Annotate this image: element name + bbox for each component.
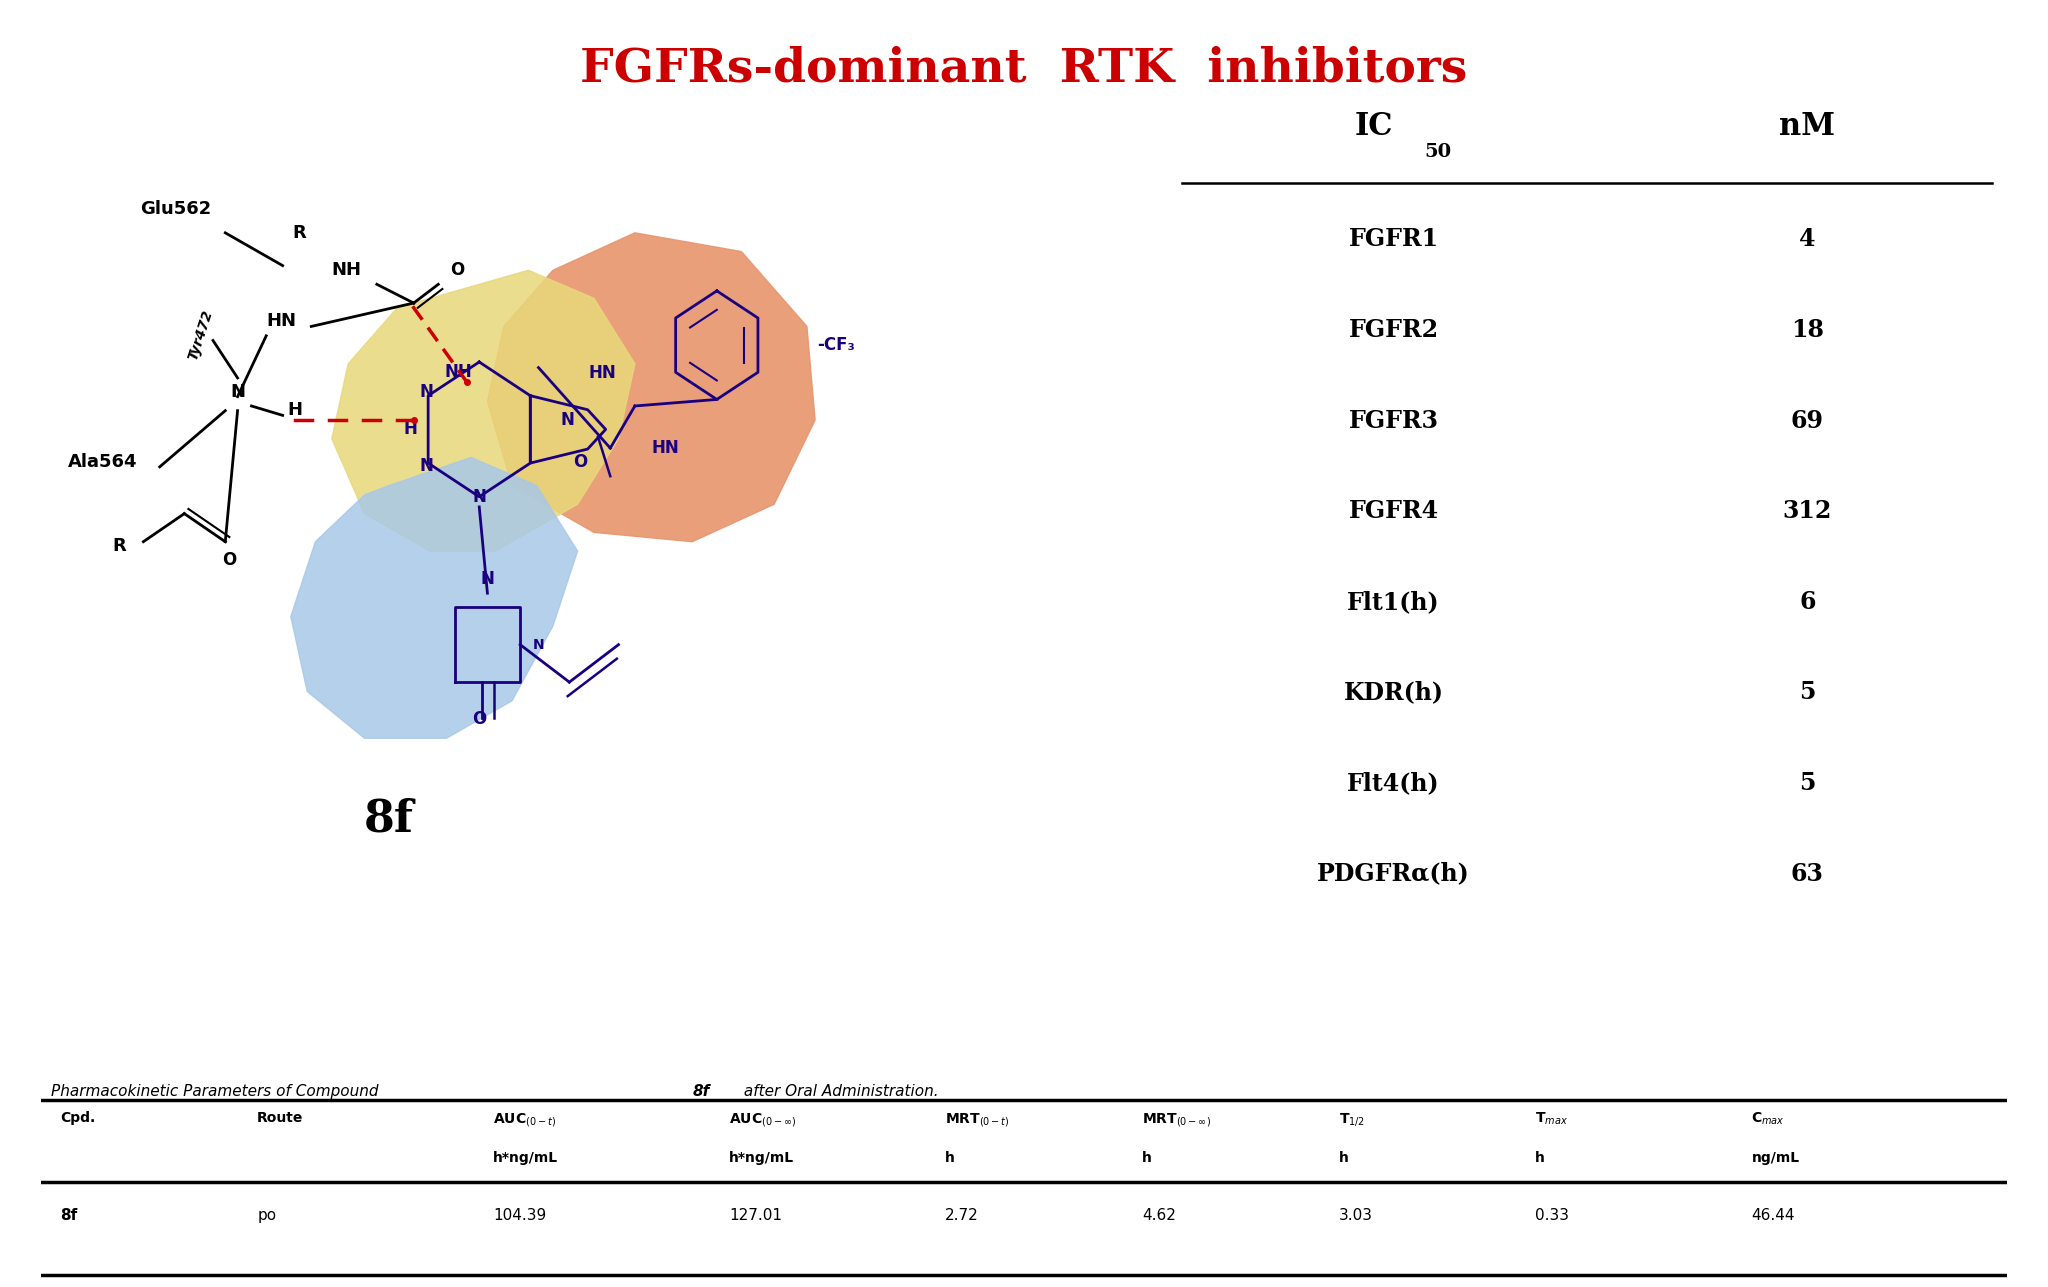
Text: N: N (561, 411, 575, 429)
Text: 6: 6 (1798, 589, 1817, 614)
Text: h: h (1536, 1151, 1544, 1165)
Text: FGFRs-dominant  RTK  inhibitors: FGFRs-dominant RTK inhibitors (580, 45, 1468, 91)
Text: after Oral Administration.: after Oral Administration. (739, 1084, 938, 1099)
Polygon shape (332, 270, 635, 551)
Text: ng/mL: ng/mL (1751, 1151, 1800, 1165)
Text: NH: NH (332, 261, 362, 279)
Text: 50: 50 (1423, 143, 1452, 161)
Text: C$_{max}$: C$_{max}$ (1751, 1111, 1786, 1127)
Text: O: O (451, 261, 465, 279)
Text: FGFR3: FGFR3 (1348, 408, 1438, 432)
Text: 4.62: 4.62 (1143, 1208, 1176, 1223)
Text: h: h (1143, 1151, 1151, 1165)
Text: Pharmacokinetic Parameters of Compound: Pharmacokinetic Parameters of Compound (51, 1084, 383, 1099)
Text: 4: 4 (1798, 228, 1817, 251)
Text: h*ng/mL: h*ng/mL (729, 1151, 795, 1165)
Text: NH: NH (444, 363, 473, 381)
Text: 104.39: 104.39 (494, 1208, 547, 1223)
Text: h: h (1339, 1151, 1348, 1165)
Text: 8f: 8f (692, 1084, 709, 1099)
Text: HN: HN (588, 364, 616, 382)
Text: Cpd.: Cpd. (61, 1111, 96, 1125)
Text: N: N (420, 457, 432, 475)
Text: Tyr472: Tyr472 (186, 309, 215, 362)
Text: N: N (532, 637, 545, 651)
Text: nM: nM (1780, 111, 1835, 142)
Text: po: po (258, 1208, 276, 1223)
Text: 69: 69 (1790, 408, 1825, 432)
Text: Flt4(h): Flt4(h) (1348, 771, 1440, 795)
Text: R: R (293, 224, 305, 242)
Text: 8f: 8f (61, 1208, 78, 1223)
Text: Ala564: Ala564 (68, 453, 137, 471)
Text: Route: Route (258, 1111, 303, 1125)
Text: Flt1(h): Flt1(h) (1348, 589, 1440, 614)
Text: HN: HN (651, 439, 680, 457)
Text: H: H (287, 402, 303, 420)
Text: T$_{1/2}$: T$_{1/2}$ (1339, 1111, 1364, 1127)
Text: KDR(h): KDR(h) (1343, 681, 1444, 704)
Polygon shape (487, 233, 815, 542)
Text: 18: 18 (1790, 318, 1825, 342)
Text: 46.44: 46.44 (1751, 1208, 1794, 1223)
Text: O: O (573, 453, 588, 471)
Text: R: R (113, 537, 125, 555)
Text: PDGFRα(h): PDGFRα(h) (1317, 861, 1470, 885)
Text: 3.03: 3.03 (1339, 1208, 1372, 1223)
Text: 63: 63 (1790, 861, 1825, 885)
Text: AUC$_{(0-\infty)}$: AUC$_{(0-\infty)}$ (729, 1111, 797, 1129)
Text: 5: 5 (1800, 771, 1815, 795)
Text: N: N (229, 382, 246, 400)
Text: MRT$_{(0-t)}$: MRT$_{(0-t)}$ (946, 1111, 1010, 1129)
Text: -CF₃: -CF₃ (817, 336, 856, 354)
Text: T$_{max}$: T$_{max}$ (1536, 1111, 1569, 1127)
Text: O: O (473, 710, 485, 728)
Text: AUC$_{(0-t)}$: AUC$_{(0-t)}$ (494, 1111, 557, 1129)
Text: 2.72: 2.72 (946, 1208, 979, 1223)
Text: FGFR2: FGFR2 (1348, 318, 1438, 342)
Text: O: O (223, 551, 236, 569)
Text: h: h (946, 1151, 954, 1165)
Text: h*ng/mL: h*ng/mL (494, 1151, 559, 1165)
Text: N: N (481, 570, 494, 588)
Text: N: N (420, 384, 432, 402)
Polygon shape (291, 457, 578, 739)
Text: FGFR4: FGFR4 (1348, 499, 1438, 524)
Text: 127.01: 127.01 (729, 1208, 782, 1223)
Text: Glu562: Glu562 (141, 199, 211, 218)
Text: N: N (473, 488, 485, 506)
Text: 312: 312 (1782, 499, 1833, 524)
Text: IC: IC (1356, 111, 1393, 142)
Text: MRT$_{(0-\infty)}$: MRT$_{(0-\infty)}$ (1143, 1111, 1210, 1129)
Text: 8f: 8f (365, 798, 414, 840)
Text: 5: 5 (1800, 681, 1815, 704)
Text: HN: HN (266, 313, 297, 331)
Text: H: H (403, 421, 418, 439)
Text: 0.33: 0.33 (1536, 1208, 1569, 1223)
Text: FGFR1: FGFR1 (1348, 228, 1438, 251)
